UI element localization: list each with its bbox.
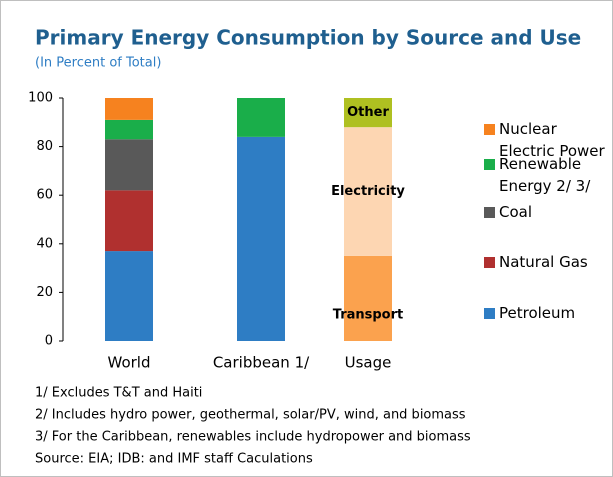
footnote: 1/ Excludes T&T and Haiti [35, 386, 202, 401]
footnote: 2/ Includes hydro power, geothermal, sol… [35, 408, 466, 423]
segment-label: Electricity [331, 184, 405, 199]
legend-swatch [484, 308, 495, 319]
legend-label: Natural Gas [499, 253, 588, 271]
bar-segment [237, 136, 285, 341]
y-tick-label: 100 [28, 91, 53, 106]
bar-segment [105, 98, 153, 120]
chart-title: Primary Energy Consumption by Source and… [35, 26, 581, 50]
bar-segment [105, 190, 153, 252]
bar-segment [344, 255, 392, 341]
legend-label: Renewable Energy 2/ 3/ [499, 155, 591, 195]
legend-swatch [484, 124, 495, 135]
legend-swatch [484, 159, 495, 170]
y-tick-label: 20 [36, 285, 53, 300]
x-tick-label: Usage [345, 354, 392, 372]
bar-segment [237, 98, 285, 137]
segment-label: Other [347, 105, 389, 120]
x-tick-label: Caribbean 1/ [213, 354, 310, 372]
y-tick-label: 60 [36, 188, 53, 203]
bar-segment [344, 127, 392, 256]
x-tick-label: World [108, 354, 151, 372]
y-tick-label: 40 [36, 236, 53, 251]
legend-swatch [484, 257, 495, 268]
legend-swatch [484, 207, 495, 218]
y-tick-label: 0 [45, 334, 53, 349]
segment-label: Transport [333, 308, 403, 323]
bar-segment [105, 139, 153, 191]
bar-segment [344, 98, 392, 128]
legend-label: Petroleum [499, 304, 576, 322]
footnote: Source: EIA; IDB: and IMF staff Caculati… [35, 452, 313, 467]
legend-label: Nuclear Electric Power [499, 120, 605, 160]
bar-segment [105, 251, 153, 341]
legend-label: Coal [499, 203, 533, 221]
chart-subtitle: (In Percent of Total) [35, 56, 161, 71]
bar-segment [105, 119, 153, 140]
y-tick-label: 80 [36, 139, 53, 154]
footnote: 3/ For the Caribbean, renewables include… [35, 430, 471, 445]
